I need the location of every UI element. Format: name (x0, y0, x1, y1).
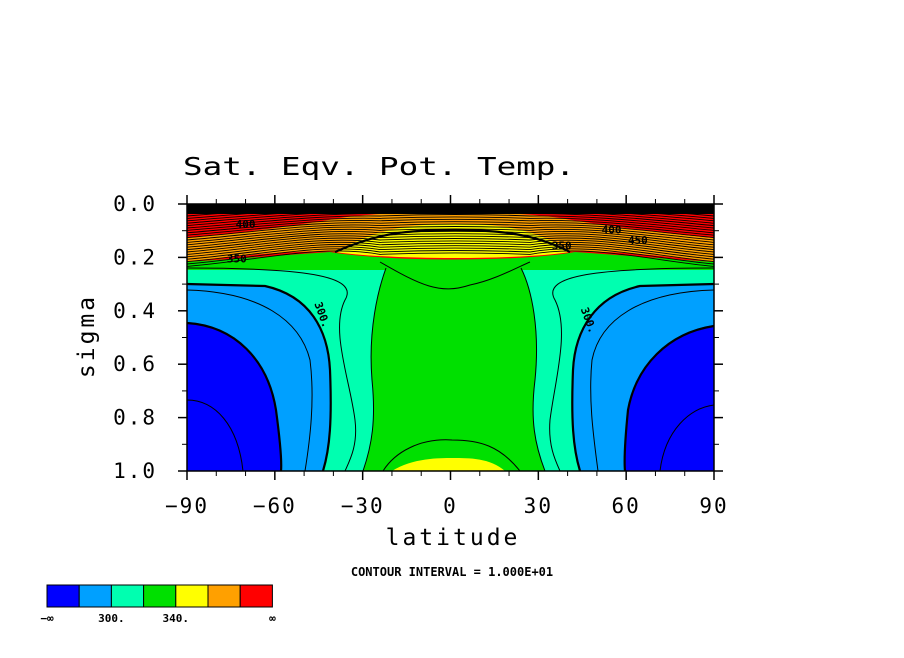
colorbar-swatch (110, 584, 145, 608)
upper-contour-line (187, 223, 714, 239)
upper-contour-line (187, 241, 714, 258)
colorbar-swatch (46, 584, 80, 608)
upper-contour-line (187, 226, 714, 241)
upper-contour-line (187, 248, 714, 265)
contour-line-330-left (362, 267, 387, 471)
upper-contour-line (187, 209, 714, 224)
contour-line-250-left (187, 321, 283, 471)
x-tick-label: 90 (699, 494, 728, 518)
contour-line-350 (334, 228, 571, 254)
band-black-top (187, 204, 714, 214)
chart-title: Sat. Eqv. Pot. Temp. (183, 152, 575, 181)
colorbar-label: 300. (98, 612, 125, 625)
colorbar-swatch (78, 584, 112, 608)
x-axis-label: latitude (386, 525, 521, 551)
contour-label: 350 (552, 239, 572, 252)
colorbar-swatch (207, 584, 241, 608)
contour-line-300-right (571, 282, 714, 471)
colorbar-swatch (239, 584, 273, 608)
y-tick-label: 0.8 (113, 406, 157, 430)
upper-contour-line (187, 204, 714, 217)
contour-label: 350 (227, 253, 247, 266)
contour-interval-note: CONTOUR INTERVAL = 1.000E+01 (351, 565, 553, 579)
bold-contour-lines (187, 228, 714, 471)
contour-line-330-right (520, 267, 546, 471)
y-tick-label: 1.0 (113, 459, 157, 483)
upper-contour-line (187, 246, 714, 263)
x-tick-label: 0 (443, 494, 458, 518)
upper-contour-line (187, 235, 714, 251)
x-tick-label: 60 (612, 494, 641, 518)
y-tick-label: 0.6 (113, 352, 157, 376)
upper-contour-line (187, 216, 714, 231)
upper-contour-line (187, 218, 714, 234)
band-green-upper-edge (187, 252, 714, 270)
upper-contour-line (187, 250, 714, 267)
contour-line-340-low (382, 439, 521, 471)
contour-label: 400 (602, 223, 622, 236)
upper-contour-line (187, 214, 714, 229)
x-tick-label: −30 (341, 494, 385, 518)
contour-line-310-left (187, 267, 357, 471)
upper-contour-line (187, 204, 714, 219)
colorbar-label: 340. (163, 612, 190, 625)
x-tick-label: −90 (165, 494, 209, 518)
upper-contour-line (187, 239, 714, 255)
contour-line-310-right (549, 267, 714, 471)
contour-line-260-right (659, 404, 714, 471)
upper-contour-line (187, 230, 714, 246)
colorbar: −∞ 300. 340. ∞ (40, 584, 276, 625)
colorbar-swatch (175, 584, 209, 608)
y-axis-label: sigma (74, 294, 100, 378)
upper-contour-line (187, 237, 714, 253)
tropo-contour-lines (187, 261, 714, 471)
y-tick-label: 0.4 (113, 299, 157, 323)
colorbar-label: −∞ (40, 612, 54, 625)
contour-label: 450 (628, 234, 648, 247)
upper-contour-line (187, 211, 714, 227)
contour-line-340-mid (379, 261, 531, 290)
upper-contour-line (187, 206, 714, 222)
contour-line-300-left (187, 282, 332, 471)
upper-contour-line (187, 244, 714, 260)
x-tick-label: 30 (524, 494, 553, 518)
band-blue-right (624, 325, 714, 471)
contour-line-290-left (187, 289, 313, 471)
upper-contour-lines (187, 204, 714, 267)
upper-contour-line (187, 221, 714, 236)
x-tick-label: −60 (253, 494, 297, 518)
band-blue-left (187, 322, 282, 471)
y-tick-label: 0.0 (113, 192, 157, 216)
upper-contour-line (187, 233, 714, 248)
colorbar-swatch (143, 584, 177, 608)
band-yellow-surface (392, 458, 505, 471)
contour-line-250-right (623, 324, 714, 471)
colorbar-label: ∞ (269, 612, 276, 625)
contour-line-260-left (187, 399, 244, 471)
axes: −90 −60 −30 0 30 60 90 0.0 0.2 0.4 0.6 0.8 1.0 (113, 192, 728, 518)
contour-line-290-right (590, 289, 714, 471)
y-tick-label: 0.2 (113, 245, 157, 269)
contour-label: 400 (236, 218, 256, 231)
